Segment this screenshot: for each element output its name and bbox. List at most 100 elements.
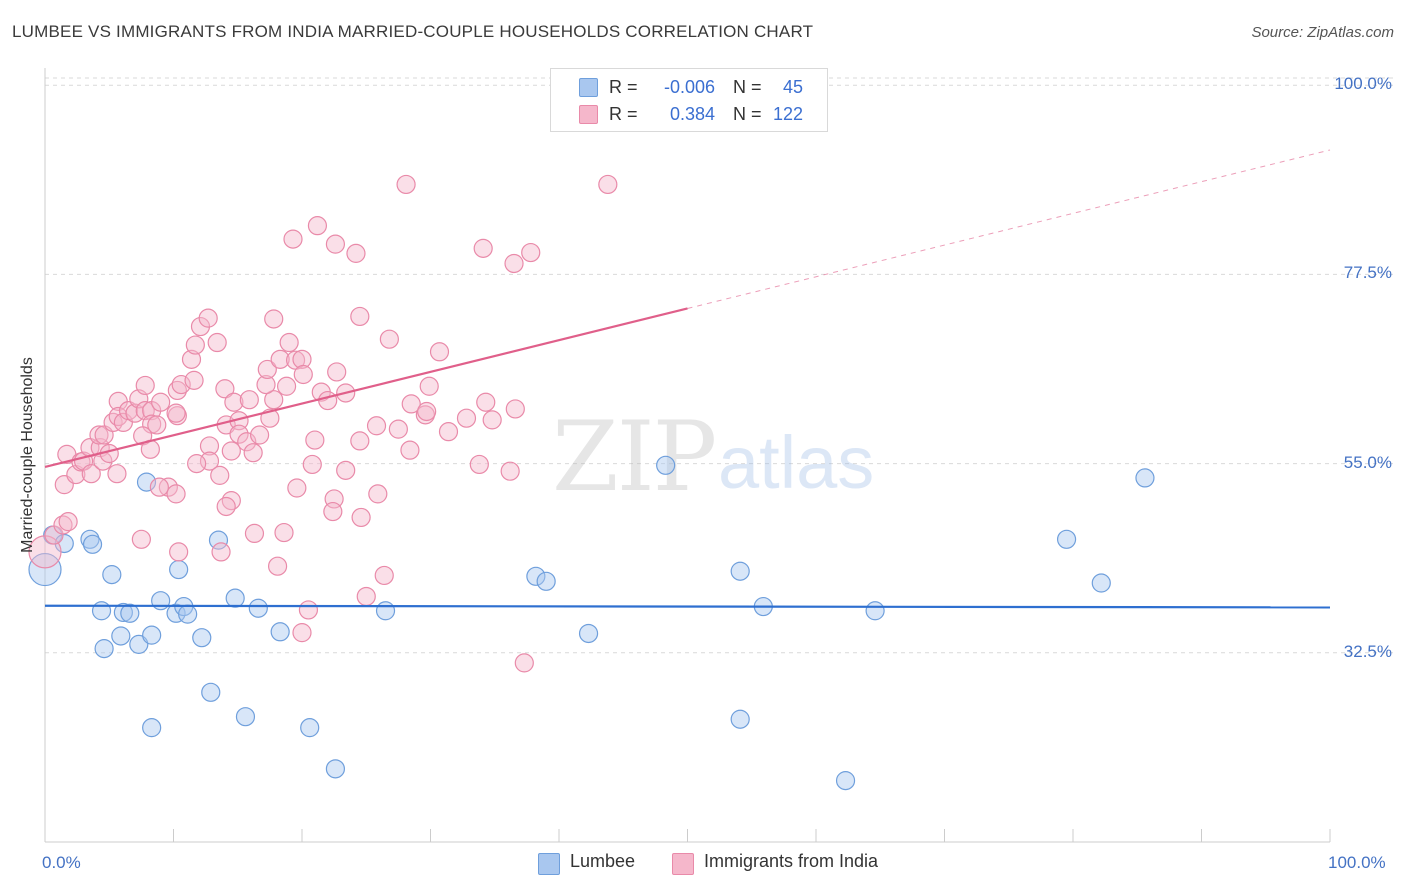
india-point: [476, 392, 496, 412]
india-point: [58, 512, 78, 532]
india-point: [256, 374, 276, 395]
india-point: [350, 306, 370, 327]
india-point: [81, 464, 101, 484]
india-point: [473, 238, 493, 258]
legend-n-value: 45: [782, 77, 803, 97]
lumbee-point: [1135, 468, 1155, 488]
lumbee-point: [91, 601, 112, 621]
legend-swatch-india: [579, 105, 598, 124]
india-point: [187, 454, 207, 474]
source-label: Source: ZipAtlas.com: [1251, 24, 1394, 41]
legend-r-value: -0.006: [663, 77, 715, 97]
legend-swatch-lumbee: [579, 78, 598, 97]
india-point: [283, 229, 303, 249]
india-point: [351, 507, 371, 528]
lumbee-point: [730, 709, 750, 729]
legend-box: R = -0.006 N = 45 R = 0.384 N = 122: [550, 68, 828, 132]
india-point: [103, 412, 123, 433]
lumbee-point: [325, 759, 346, 779]
y-axis-label: Married-couple Households: [19, 357, 36, 553]
lumbee-point: [113, 602, 133, 623]
y-tick-label: 77.5%: [1343, 263, 1392, 283]
india-point: [400, 440, 420, 460]
india-point: [151, 392, 171, 412]
india-point: [229, 424, 249, 444]
lumbee-point: [178, 604, 198, 624]
india-point: [135, 375, 155, 396]
trend-line-india-extrapolated: [687, 149, 1331, 309]
lumbee-point: [120, 603, 140, 623]
india-point: [388, 419, 408, 439]
lumbee-point: [129, 634, 149, 654]
lumbee-point: [142, 718, 162, 738]
lumbee-point: [102, 565, 122, 585]
india-point: [504, 253, 524, 274]
india-point: [292, 623, 312, 643]
india-point: [166, 403, 186, 423]
legend-r-value: 0.384: [669, 104, 715, 124]
india-point: [249, 425, 270, 445]
india-point: [216, 496, 236, 517]
lumbee-point: [526, 566, 546, 586]
india-point: [521, 242, 541, 263]
legend-n-value: 122: [773, 104, 804, 124]
trend-lines: [44, 149, 1331, 609]
india-point: [215, 379, 235, 399]
india-point: [274, 522, 294, 543]
india-point: [221, 491, 241, 511]
india-point: [210, 465, 230, 485]
india-point: [350, 431, 370, 451]
india-point: [505, 399, 525, 419]
chart-title: LUMBEE VS IMMIGRANTS FROM INDIA MARRIED-…: [12, 22, 814, 41]
india-point: [287, 478, 307, 498]
india-point: [89, 425, 109, 445]
india-point: [147, 415, 167, 435]
bottom-legend-label-india: Immigrants from India: [704, 851, 879, 871]
india-point: [244, 523, 265, 544]
lumbee-point: [111, 626, 131, 646]
india-point: [264, 309, 284, 329]
india-point: [224, 392, 244, 412]
india-point: [199, 436, 220, 456]
india-point: [346, 243, 366, 263]
y-tick-label: 55.0%: [1343, 452, 1392, 472]
lumbee-point: [192, 628, 212, 648]
trend-line-lumbee: [44, 604, 1331, 609]
india-point: [429, 342, 450, 362]
india-point: [107, 464, 127, 484]
series-lumbee: [28, 455, 1155, 791]
lumbee-point: [235, 707, 256, 727]
watermark-atlas: atlas: [718, 421, 874, 504]
lumbee-point: [1056, 529, 1077, 549]
india-point: [401, 394, 421, 414]
india-point: [149, 477, 169, 497]
india-point: [500, 461, 520, 481]
lumbee-point: [28, 552, 62, 587]
india-point: [184, 370, 204, 390]
bottom-legend-swatch-india: [672, 853, 694, 875]
india-point: [292, 349, 312, 369]
india-point: [257, 359, 277, 380]
india-point: [302, 454, 322, 475]
india-point: [305, 430, 325, 450]
india-point: [469, 454, 489, 475]
bottom-legend-swatch-lumbee: [538, 853, 560, 875]
india-point: [298, 600, 319, 620]
india-point: [279, 332, 299, 353]
lumbee-point: [656, 455, 676, 475]
lumbee-point: [730, 561, 750, 581]
lumbee-point: [375, 601, 396, 621]
grid-lines: [45, 77, 1393, 654]
india-point: [438, 422, 459, 442]
lumbee-point: [578, 623, 599, 644]
india-point: [243, 443, 263, 463]
lumbee-point: [225, 588, 245, 608]
india-point: [379, 329, 399, 349]
india-point: [293, 364, 313, 385]
legend-row-india: R = 0.384 N = 122: [551, 102, 827, 128]
india-point: [336, 460, 356, 480]
lumbee-point: [80, 529, 100, 549]
lumbee-point: [1091, 573, 1111, 593]
india-point: [307, 216, 328, 236]
lumbee-point: [169, 559, 189, 580]
